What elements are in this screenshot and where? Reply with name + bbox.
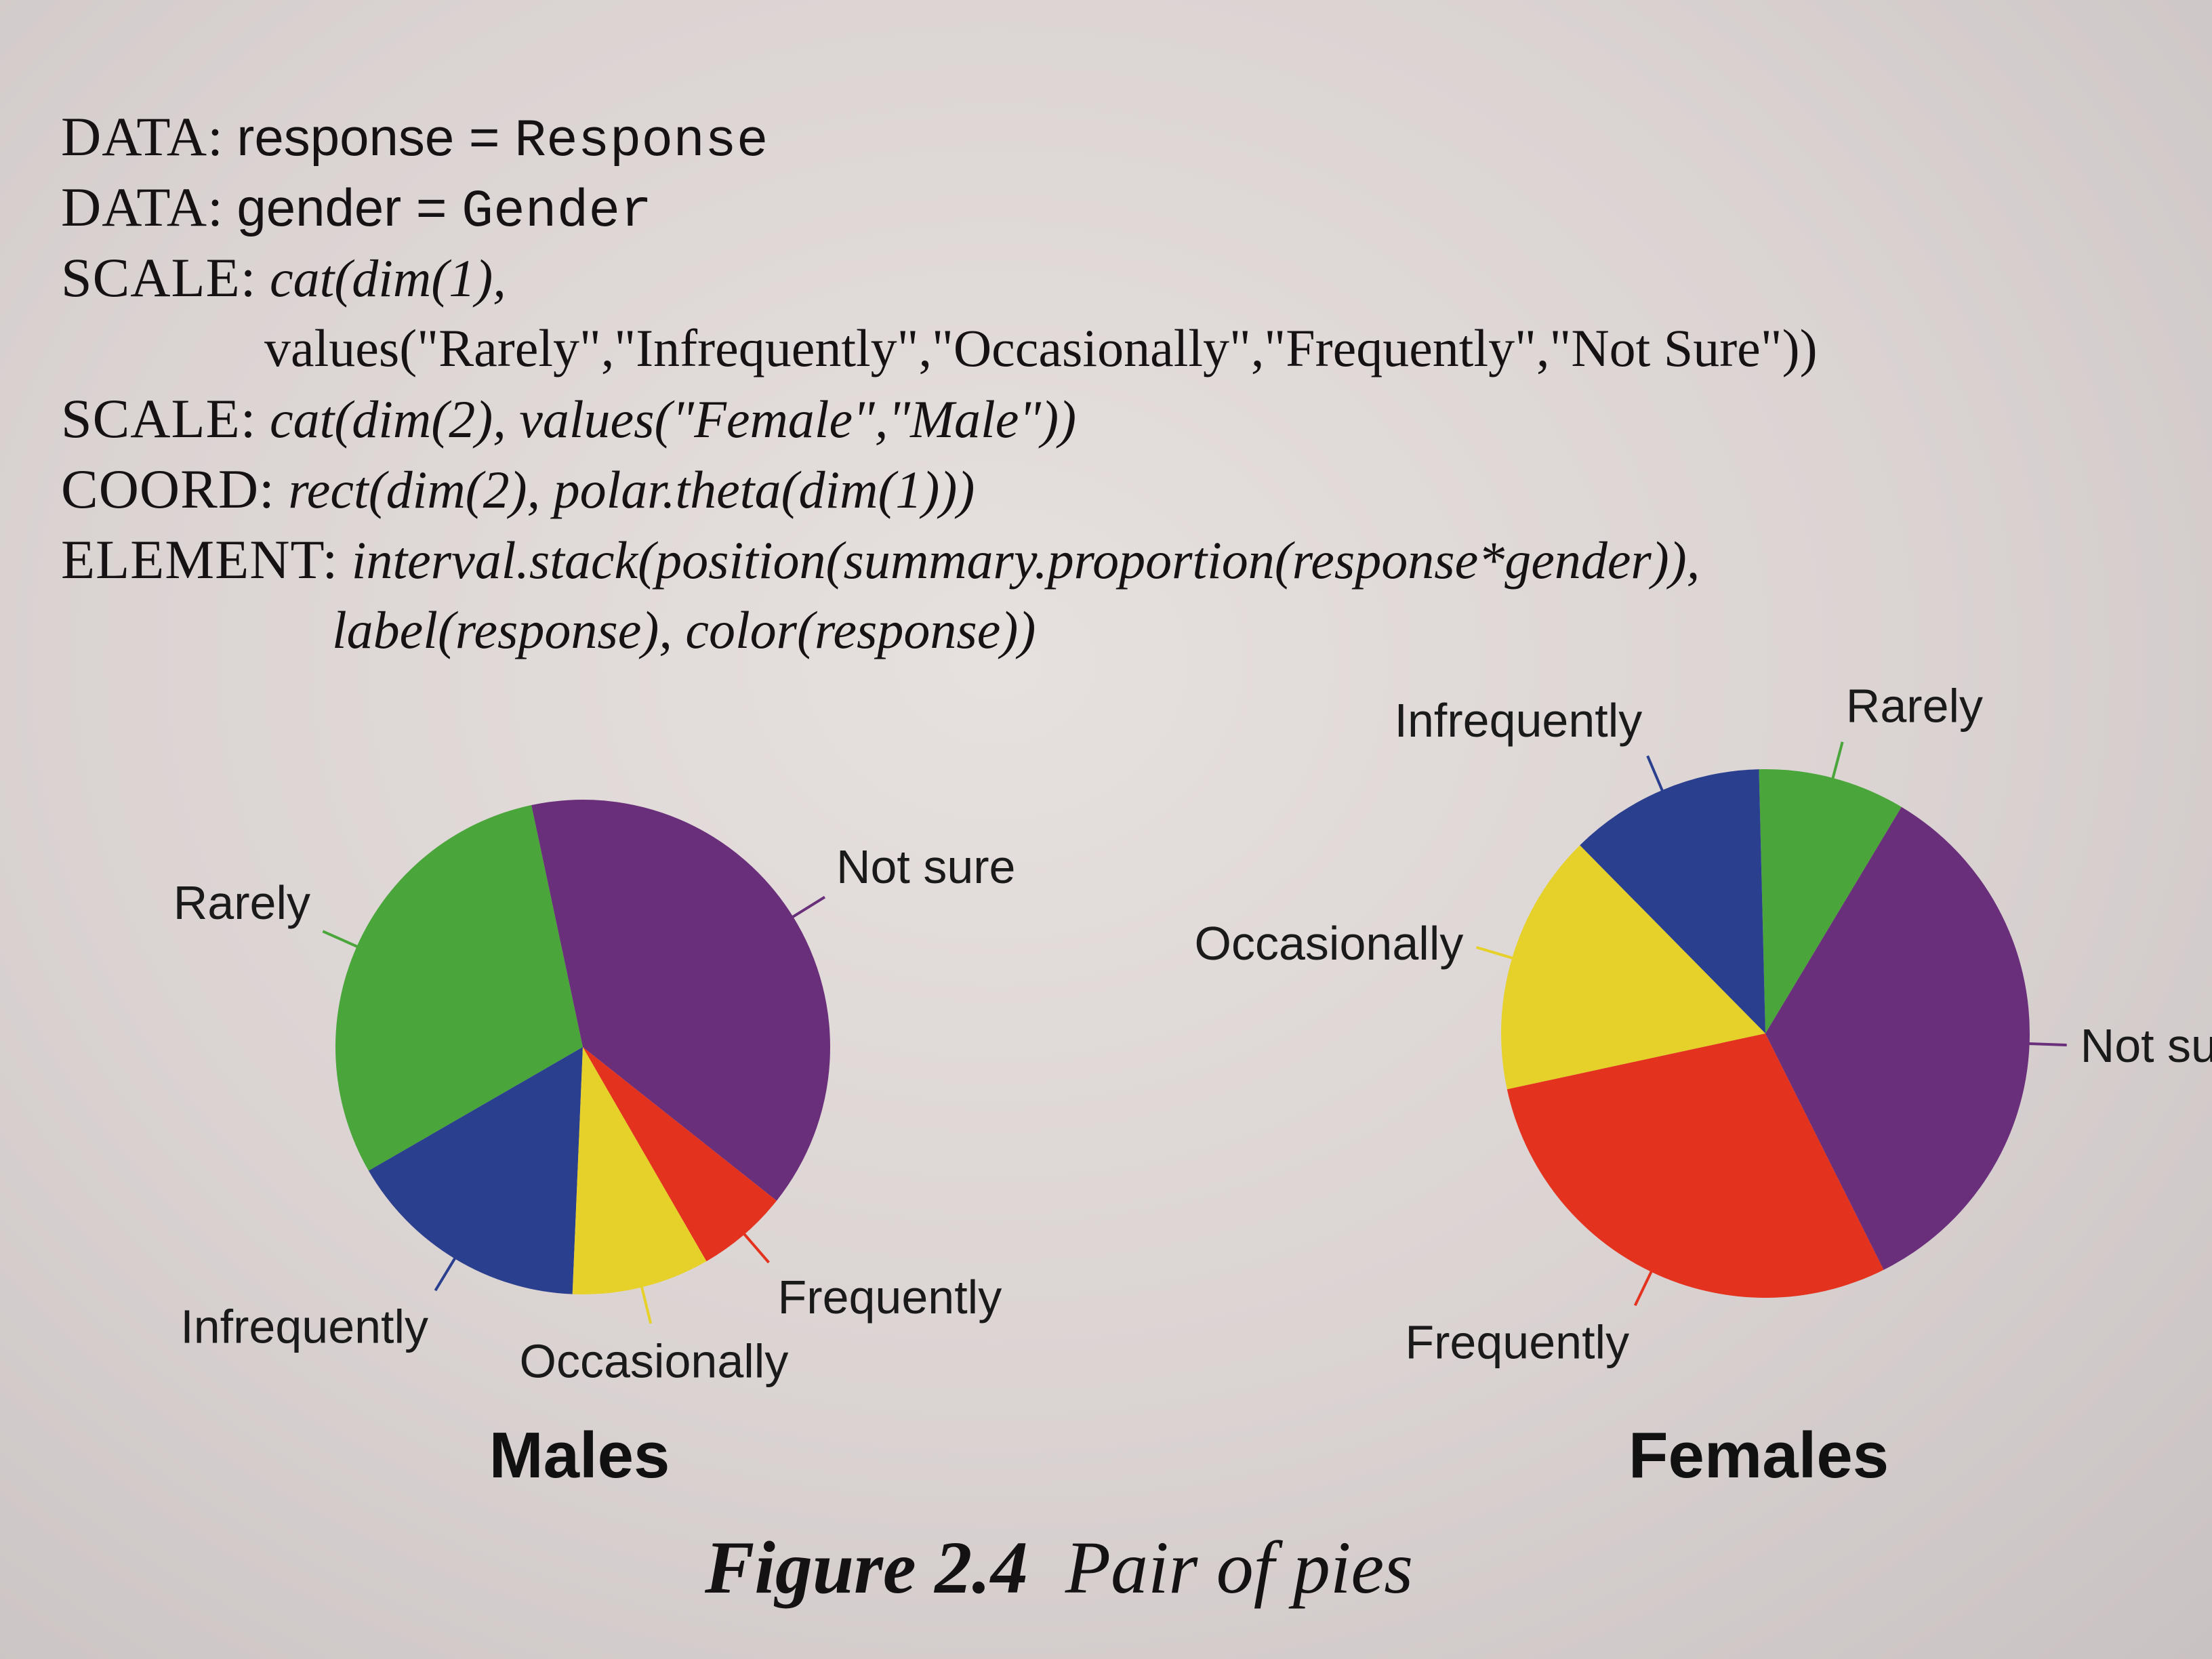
figure-number: Figure 2.4 [705, 1526, 1028, 1609]
pie-slice-occasionally [572, 1047, 707, 1295]
code-line-2: DATA: gender = Gender [61, 172, 2162, 243]
code-line-5: SCALE: cat(dim(2), values("Female","Male… [61, 384, 2162, 454]
code-expression: cat(dim(2), values("Female","Male")) [269, 390, 1077, 449]
leader-line [1633, 1269, 1654, 1307]
code-keyword: DATA: [61, 106, 224, 167]
pie-slice-not-sure [531, 799, 831, 1201]
code-line-7: ELEMENT: interval.stack(position(summary… [61, 525, 2162, 595]
slice-label-not-sure: Not sure [836, 840, 1016, 893]
chart-title: Females [1629, 1419, 1889, 1492]
slice-label-not-sure: Not sure [2081, 1019, 2212, 1072]
code-variable: response [237, 107, 455, 167]
slice-label-infrequently: Infrequently [1395, 694, 1643, 747]
code-equals: = [401, 178, 462, 237]
code-variable: gender [237, 178, 402, 237]
code-keyword: SCALE: [61, 247, 257, 308]
code-line-6: COORD: rect(dim(2), polar.theta(dim(1))) [61, 454, 2162, 525]
leader-line [2026, 1042, 2067, 1047]
leader-line [1646, 755, 1665, 794]
code-line-8: label(response), color(response)) [61, 595, 2162, 665]
code-value: Response [514, 112, 769, 171]
code-line-4: values("Rarely","Infrequently","Occasion… [61, 313, 2162, 384]
pie-slice-infrequently [368, 1047, 583, 1294]
slice-label-rarely: Rarely [1846, 679, 1983, 732]
code-equals: = [454, 107, 515, 167]
pie-males: Rarely Infrequently Occasionally Frequently… [173, 799, 1016, 1492]
slice-label-rarely: Rarely [173, 876, 310, 929]
code-line-1: DATA: response = Response [61, 102, 2162, 172]
code-expression: label(response), color(response)) [332, 600, 1036, 659]
leader-line [790, 895, 826, 920]
code-keyword: COORD: [61, 458, 275, 520]
code-keyword: DATA: [61, 176, 224, 238]
code-expression: values("Rarely","Infrequently","Occasion… [264, 319, 1818, 377]
pie-labels: Rarely Infrequently Occasionally Frequently… [1195, 679, 2212, 1368]
pie-slice-frequently [583, 1047, 777, 1262]
gpl-code-block: DATA: response = Response DATA: gender =… [61, 102, 2162, 665]
pie-labels: Rarely Infrequently Occasionally Frequently… [173, 840, 1016, 1387]
code-expression: interval.stack(position(summary.proporti… [351, 531, 1700, 590]
code-expression: cat(dim(1), [269, 249, 506, 308]
pie-slice-rarely [335, 804, 583, 1171]
chart-title: Males [489, 1419, 670, 1492]
code-keyword: SCALE: [61, 388, 257, 449]
pie-slice-not-sure [1765, 806, 2030, 1270]
pie-females: Rarely Infrequently Occasionally Frequently… [1195, 679, 2212, 1492]
pie-slice-frequently [1507, 1033, 1884, 1298]
code-keyword: ELEMENT: [61, 529, 339, 590]
leader-line [322, 930, 361, 949]
slice-label-frequently: Frequently [1405, 1315, 1629, 1368]
slice-label-occasionally: Occasionally [1195, 917, 1464, 970]
slice-label-frequently: Frequently [778, 1271, 1002, 1324]
leader-line [741, 1231, 770, 1264]
pie-slice-infrequently [1580, 769, 1765, 1033]
slice-label-infrequently: Infrequently [180, 1300, 428, 1353]
code-value: Gender [462, 182, 653, 242]
leader-line [1475, 945, 1515, 960]
code-line-3: SCALE: cat(dim(1), [61, 243, 2162, 313]
pie-slice-rarely [1759, 769, 1902, 1033]
leader-line [434, 1255, 457, 1292]
figure-caption: Figure 2.4 Pair of pies [705, 1525, 1413, 1611]
pie-slice-occasionally [1501, 845, 1765, 1090]
code-expression: rect(dim(2), polar.theta(dim(1))) [288, 460, 975, 519]
leader-line [640, 1284, 653, 1324]
figure-title: Pair of pies [1065, 1526, 1414, 1609]
leader-line [1830, 741, 1844, 781]
slice-label-occasionally: Occasionally [520, 1334, 789, 1387]
